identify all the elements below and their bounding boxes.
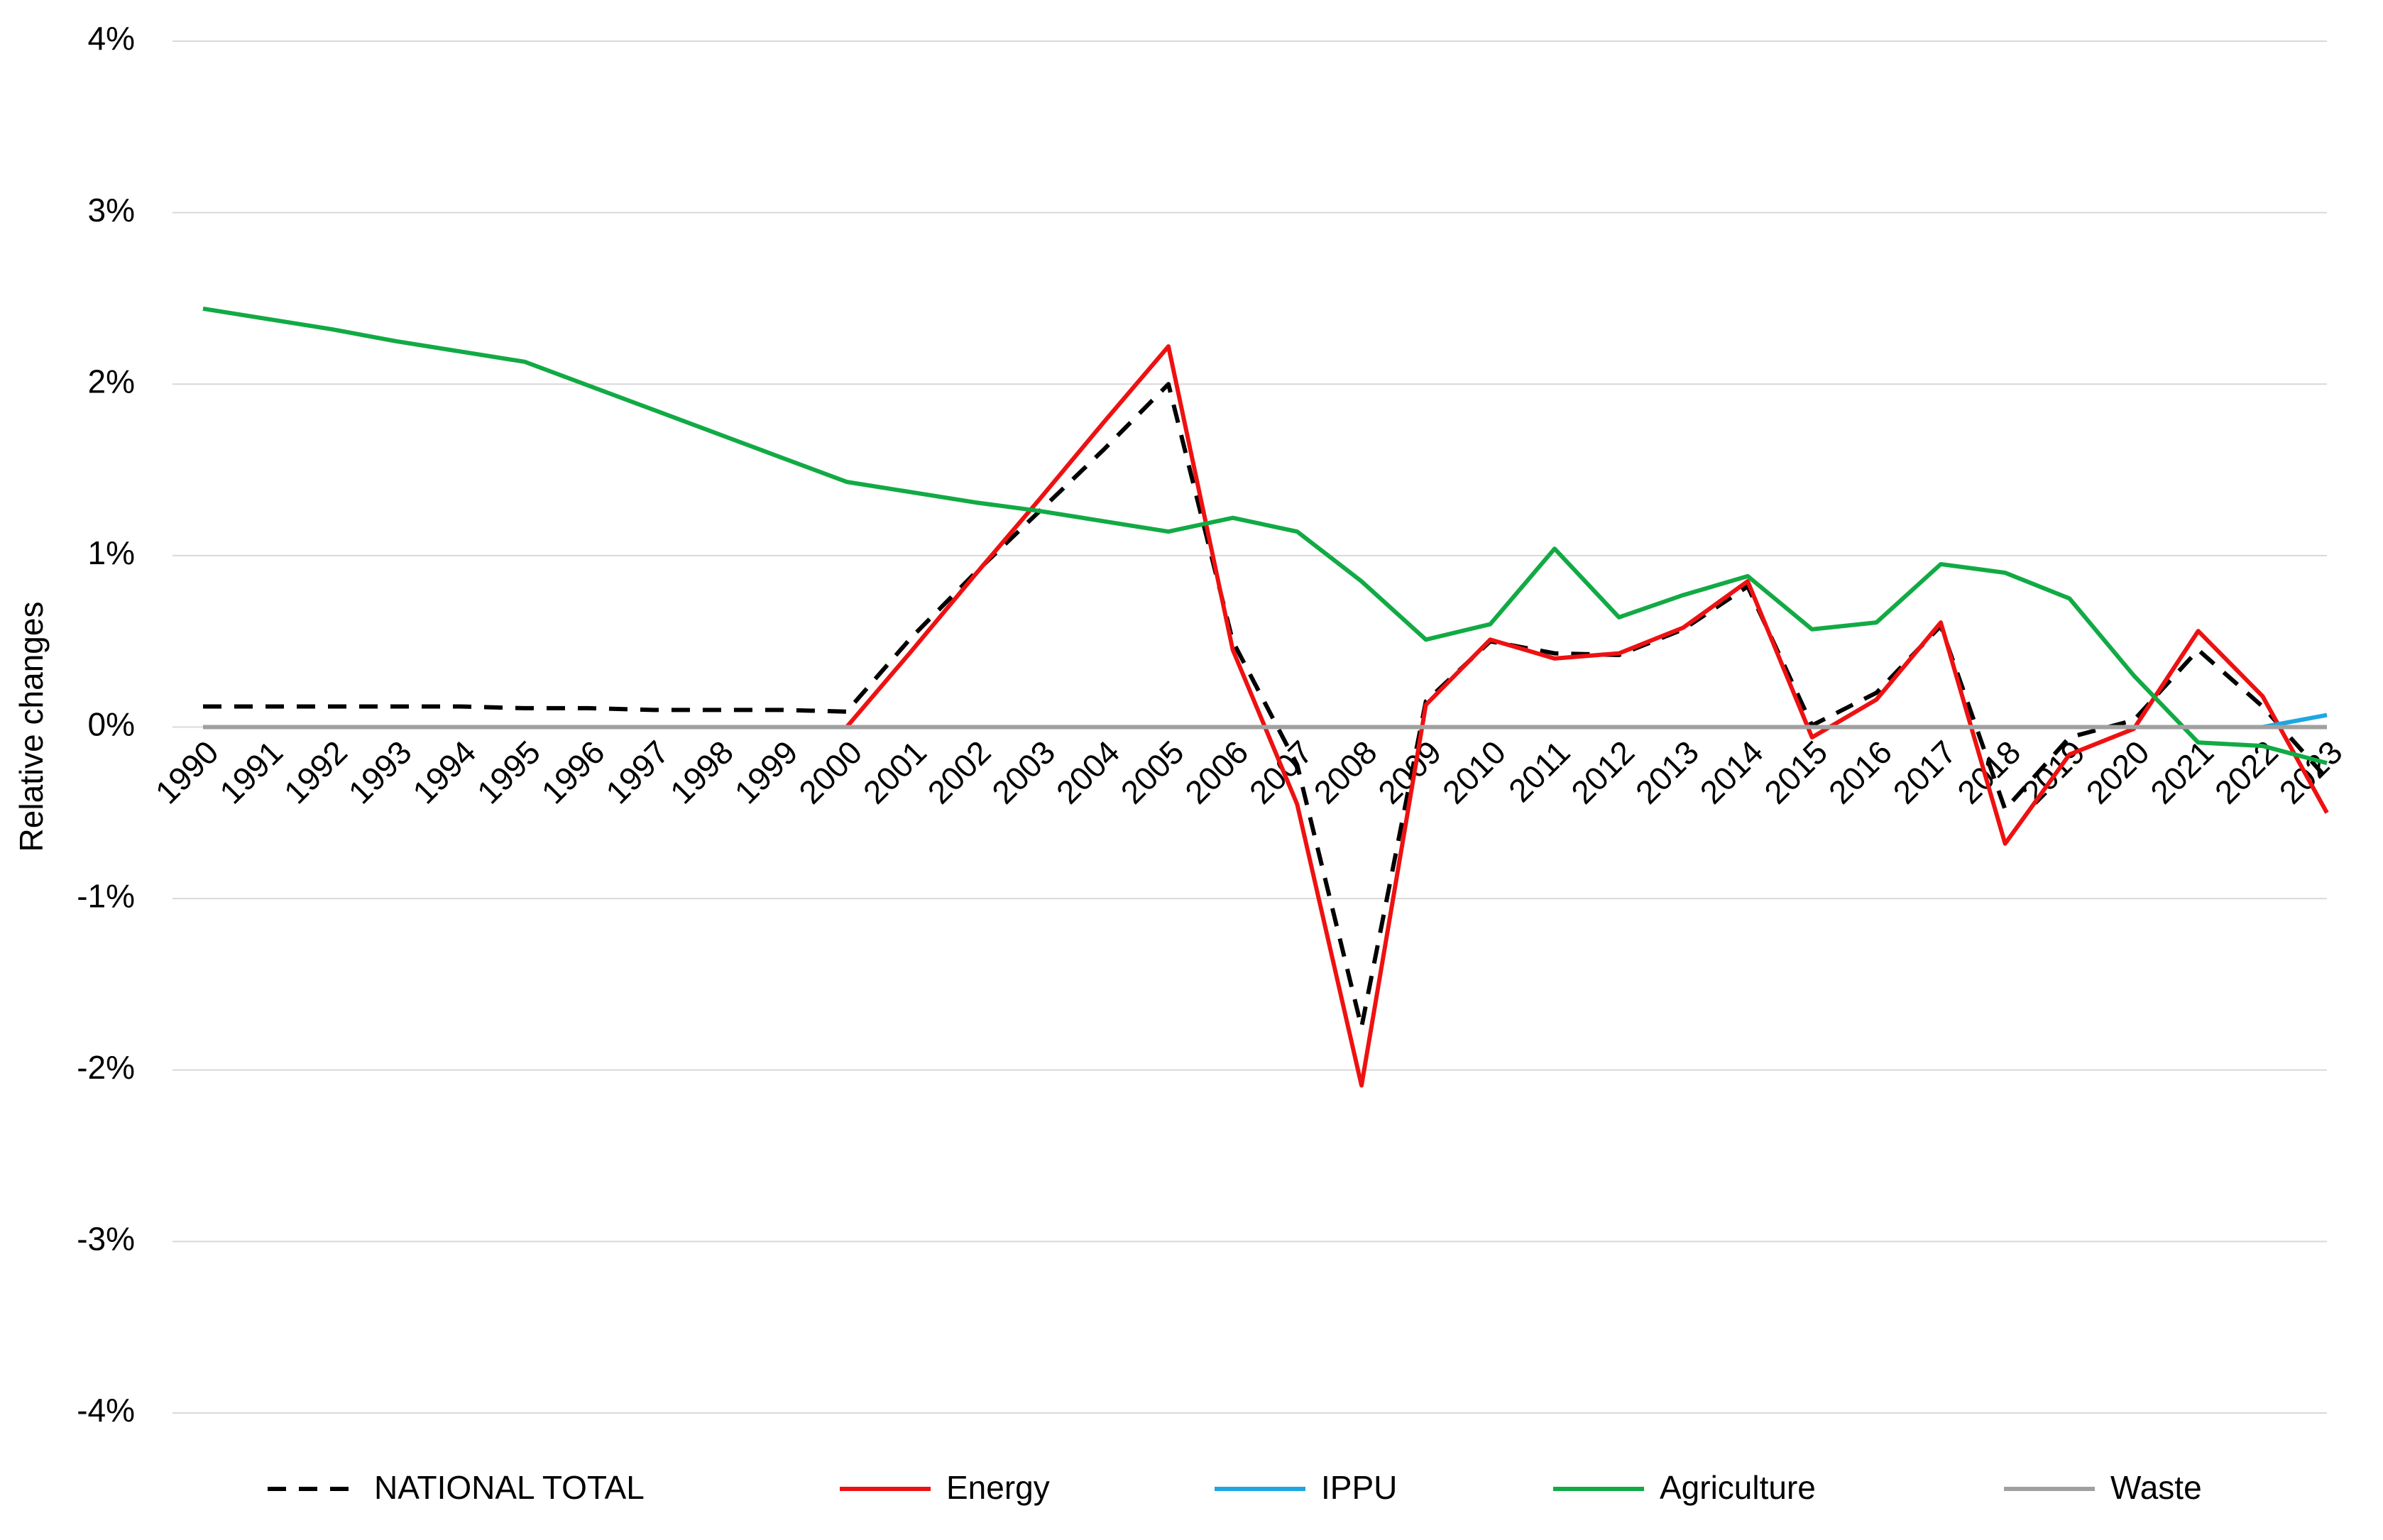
y-tick-label: -2% [77, 1049, 135, 1086]
x-tick-label: 2016 [1822, 733, 1899, 810]
y-tick-label: -4% [77, 1392, 135, 1429]
legend-label: Agriculture [1660, 1469, 1816, 1506]
x-tick-label: 2006 [1178, 733, 1255, 810]
x-tick-label: 2002 [921, 733, 998, 810]
y-tick-label: 1% [88, 534, 135, 571]
x-tick-label: 1991 [212, 733, 290, 810]
x-tick-label: 2023 [2272, 733, 2350, 810]
x-tick-label: 2015 [1757, 733, 1834, 810]
x-tick-label: 1992 [277, 733, 354, 810]
x-tick-label: 1997 [598, 733, 676, 810]
x-tick-label: 1998 [663, 733, 740, 810]
y-tick-label: -3% [77, 1221, 135, 1258]
x-tick-label: 1994 [405, 733, 483, 810]
legend-label: Waste [2110, 1469, 2202, 1506]
y-tick-label: 0% [88, 706, 135, 743]
x-tick-label: 2005 [1114, 733, 1191, 810]
x-tick-label: 2013 [1628, 733, 1706, 810]
y-tick-label: 4% [88, 20, 135, 57]
x-tick-label: 2007 [1242, 733, 1320, 810]
legend-label: IPPU [1321, 1469, 1397, 1506]
x-tick-label: 1993 [341, 733, 419, 810]
x-tick-label: 2012 [1564, 733, 1641, 810]
x-tick-label: 2000 [791, 733, 869, 810]
x-tick-label: 1995 [470, 733, 547, 810]
x-tick-label: 2019 [2015, 733, 2092, 810]
x-tick-label: 2010 [1435, 733, 1513, 810]
legend-label: Energy [946, 1469, 1050, 1506]
x-tick-label: 2003 [985, 733, 1062, 810]
series-line [202, 306, 2328, 766]
series-line [203, 344, 2329, 1088]
x-tick-label: 2008 [1307, 733, 1384, 810]
y-tick-label: 2% [88, 363, 135, 400]
x-tick-label: 2001 [856, 733, 933, 810]
y-tick-label: 3% [88, 192, 135, 229]
x-tick-label: 2017 [1886, 733, 1963, 810]
series-line [203, 382, 2329, 1030]
x-tick-label: 1990 [148, 733, 226, 810]
x-tick-label: 1999 [728, 733, 805, 810]
x-tick-label: 2011 [1501, 733, 1577, 809]
legend-label: NATIONAL TOTAL [374, 1469, 645, 1506]
y-tick-label: -1% [77, 877, 135, 914]
x-tick-label: 1996 [535, 733, 612, 810]
x-tick-label: 2014 [1693, 733, 1770, 810]
x-tick-label: 2004 [1049, 733, 1127, 810]
y-axis-title: Relative changes [13, 602, 50, 852]
